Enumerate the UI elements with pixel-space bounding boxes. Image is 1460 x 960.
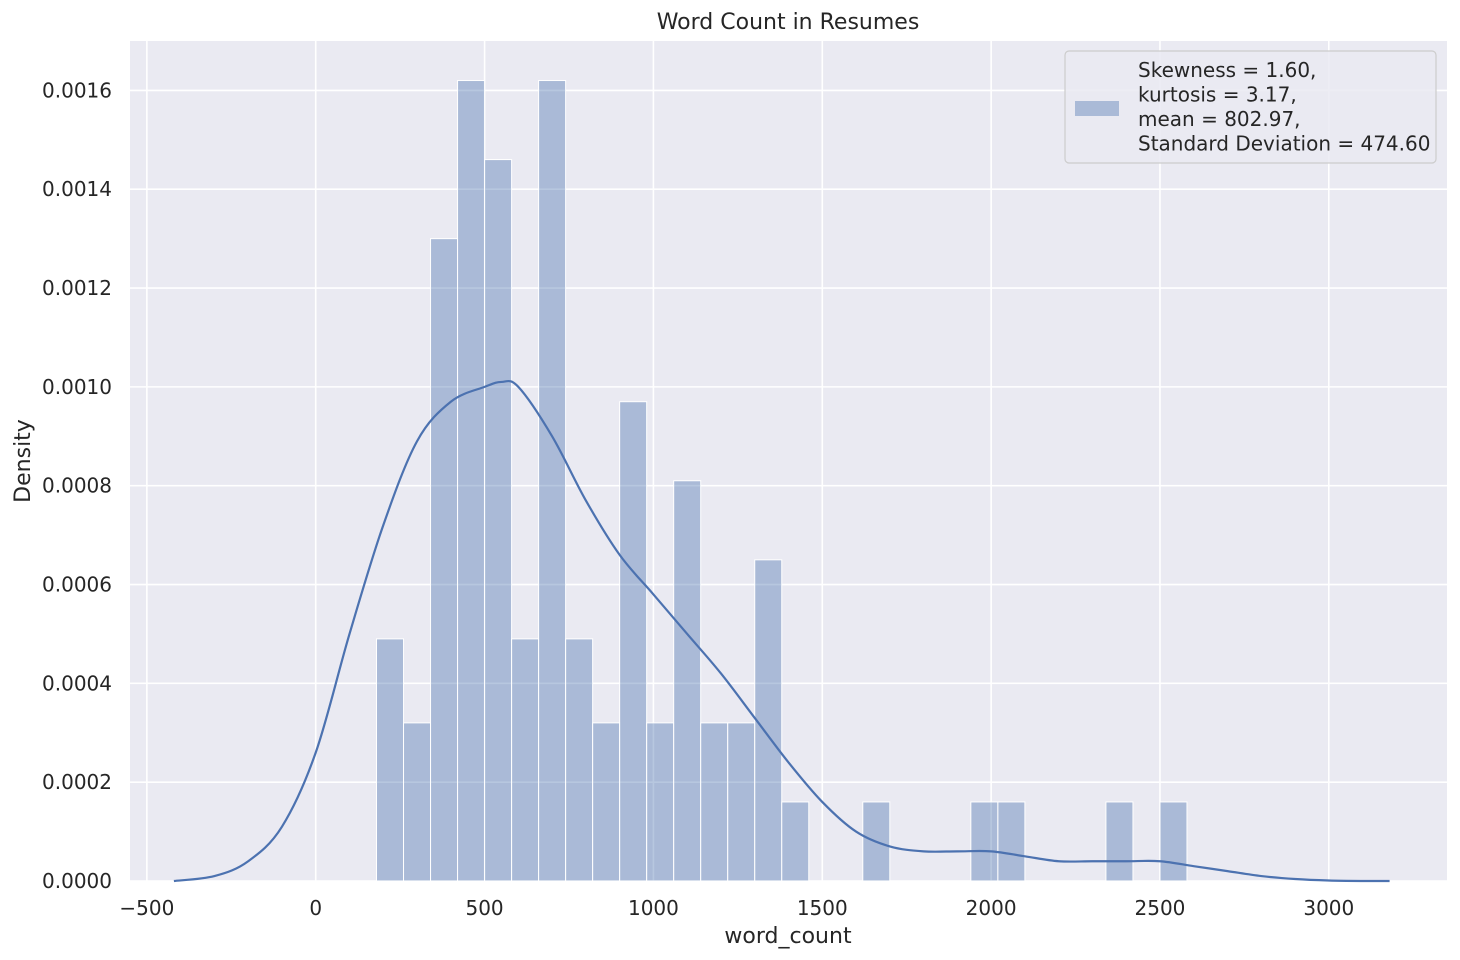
x-tick-label: 2500 (1135, 896, 1186, 920)
kde-line (173, 379, 1390, 883)
histogram-bar (592, 722, 621, 882)
histogram-bar (511, 638, 540, 882)
histogram-bar (1105, 801, 1134, 882)
legend: Skewness = 1.60, kurtosis = 3.17, mean = 8… (1064, 50, 1437, 164)
grid-lines (130, 41, 1447, 882)
legend-line: Skewness = 1.60, (1138, 58, 1316, 82)
x-tick-labels: −500 0 500 1000 1500 2000 2500 3000 (119, 896, 1354, 920)
legend-label: Skewness = 1.60, kurtosis = 3.17, mean = 8… (1138, 58, 1430, 156)
histogram-bar (376, 638, 405, 882)
histogram-bar (781, 801, 810, 882)
y-tick-label: 0.0004 (42, 671, 112, 695)
y-tick-labels: 0.0000 0.0002 0.0004 0.0006 0.0008 0.0010 0.00… (42, 78, 112, 893)
y-tick-label: 0.0008 (42, 474, 112, 498)
y-tick-label: 0.0014 (42, 177, 112, 201)
histogram-bar (727, 722, 756, 882)
histogram-bar (646, 722, 675, 882)
histogram-bars (376, 80, 1188, 882)
legend-line: mean = 802.97, (1138, 107, 1301, 131)
x-axis-label: word_count (724, 924, 852, 949)
histogram-bar (754, 559, 783, 882)
y-tick-label: 0.0012 (42, 276, 112, 300)
histogram-bar (457, 80, 486, 882)
y-tick-label: 0.0002 (42, 770, 112, 794)
histogram-bar (484, 159, 513, 882)
x-tick-label: 2000 (966, 896, 1017, 920)
plot-area (130, 41, 1447, 881)
histogram-bar (673, 480, 702, 882)
histogram-bar (430, 238, 459, 882)
x-tick-label: 1000 (628, 896, 679, 920)
chart-title: Word Count in Resumes (657, 10, 920, 35)
y-axis-label: Density (11, 419, 36, 503)
x-tick-label: 0 (309, 896, 322, 920)
histogram-bar (1159, 801, 1188, 882)
y-tick-label: 0.0006 (42, 573, 112, 597)
legend-line: kurtosis = 3.17, (1138, 83, 1297, 107)
histogram-bar (538, 80, 567, 882)
y-tick-label: 0.0016 (42, 78, 112, 102)
histogram-bar (700, 722, 729, 882)
histogram-bar (997, 801, 1026, 882)
x-tick-label: 500 (465, 896, 503, 920)
x-tick-label: 1500 (797, 896, 848, 920)
legend-line: Standard Deviation = 474.60 (1138, 132, 1430, 156)
x-tick-label: −500 (119, 896, 174, 920)
histogram-bar (970, 801, 999, 882)
legend-swatch (1075, 101, 1119, 116)
legend-box (1064, 50, 1437, 164)
histogram-bar (565, 638, 594, 882)
y-tick-label: 0.0000 (42, 869, 112, 893)
histogram-bar (403, 722, 432, 882)
histogram-bar (619, 401, 648, 882)
x-tick-label: 3000 (1303, 896, 1354, 920)
y-tick-label: 0.0010 (42, 375, 112, 399)
